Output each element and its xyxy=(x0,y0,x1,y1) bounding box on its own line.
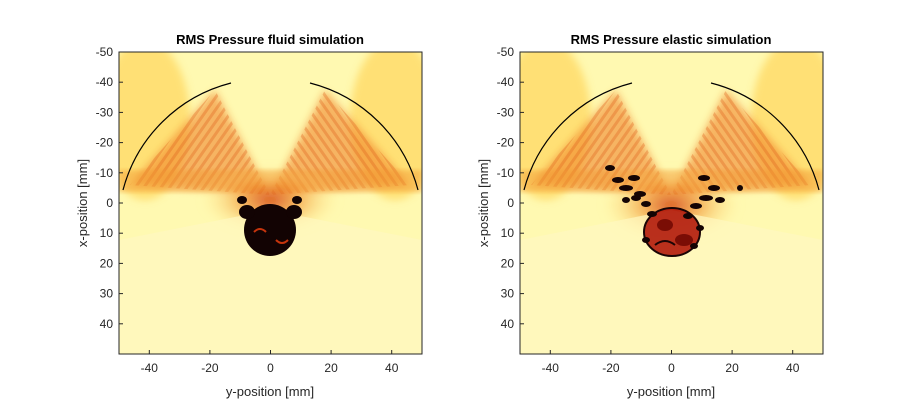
y-tick-label: 20 xyxy=(100,256,114,270)
y-tick-label: -10 xyxy=(497,166,515,180)
y-tick-label: -40 xyxy=(497,75,515,89)
y-tick-label: 30 xyxy=(100,287,114,301)
chart-title: RMS Pressure elastic simulation xyxy=(571,32,772,47)
axis-ticks: -40 -20 0 20 40 -50 -40 -30 -20 -10 0 10 20 30 40 xyxy=(96,45,399,375)
y-tick-label: -20 xyxy=(497,136,515,150)
x-axis-label: y-position [mm] xyxy=(226,384,314,399)
scatter-blobs xyxy=(605,165,743,249)
y-tick-label: -30 xyxy=(497,105,515,119)
x-tick-label: 0 xyxy=(267,361,274,375)
y-axis-label: x-position [mm] xyxy=(476,159,491,247)
y-tick-label: 10 xyxy=(100,226,114,240)
x-tick-label: 0 xyxy=(668,361,675,375)
x-tick-label: 20 xyxy=(725,361,739,375)
y-tick-label: -20 xyxy=(96,136,114,150)
x-tick-label: 20 xyxy=(324,361,338,375)
x-axis-label: y-position [mm] xyxy=(627,384,715,399)
target-region xyxy=(643,207,701,257)
heatmap-image xyxy=(520,52,823,354)
y-tick-label: -50 xyxy=(96,45,114,59)
x-tick-label: 40 xyxy=(385,361,399,375)
y-axis-label: x-position [mm] xyxy=(75,159,90,247)
y-tick-label: 0 xyxy=(106,196,113,210)
y-tick-label: -40 xyxy=(96,75,114,89)
panel-elastic: RMS Pressure elastic simulation xyxy=(476,32,824,399)
heatmap-image xyxy=(119,52,422,354)
x-tick-label: 40 xyxy=(786,361,800,375)
y-tick-label: 20 xyxy=(501,256,515,270)
y-tick-label: -10 xyxy=(96,166,114,180)
y-tick-label: 30 xyxy=(501,287,515,301)
y-tick-label: -30 xyxy=(96,105,114,119)
y-tick-label: 10 xyxy=(501,226,515,240)
target-region xyxy=(237,196,302,256)
y-tick-label: -50 xyxy=(497,45,515,59)
y-tick-label: 0 xyxy=(507,196,514,210)
x-tick-label: -20 xyxy=(201,361,219,375)
y-tick-label: 40 xyxy=(100,317,114,331)
x-tick-label: -20 xyxy=(602,361,620,375)
chart-title: RMS Pressure fluid simulation xyxy=(176,32,364,47)
x-tick-label: -40 xyxy=(542,361,560,375)
x-tick-label: -40 xyxy=(141,361,159,375)
panel-fluid: RMS Pressure fluid simulation xyxy=(75,32,423,399)
y-tick-label: 40 xyxy=(501,317,515,331)
axis-ticks: -40 -20 0 20 40 -50 -40 -30 -20 -10 0 10 20 30 40 xyxy=(497,45,800,375)
